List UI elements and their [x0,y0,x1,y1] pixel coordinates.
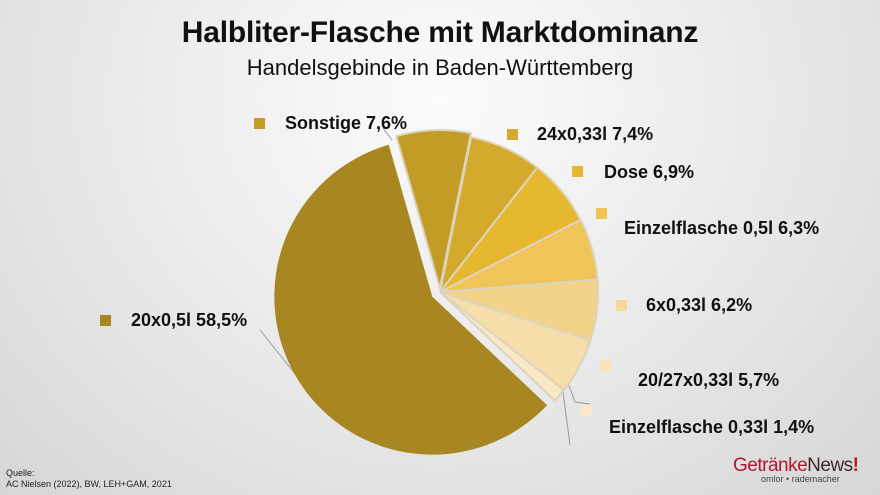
label-20-27x033: 20/27x0,33l 5,7% [638,370,780,390]
legend-swatch-6x033 [616,300,627,311]
logo-part2: News [807,455,853,476]
label-einzel-033: Einzelflasche 0,33l 1,4% [609,417,815,437]
source-label: Quelle: [6,468,35,478]
source-text: AC Nielsen (2022), BW, LEH+GAM, 2021 [6,479,172,489]
legend-swatch-sonstige [254,118,265,129]
chart-subtitle: Handelsgebinde in Baden-Württemberg [246,55,634,80]
label-6x033: 6x0,33l 6,2% [646,295,753,315]
legend-swatch-20x05 [100,315,111,326]
legend-swatch-20-27x033 [600,360,611,371]
getraenkenews-logo: GetränkeNews! omlor • rademacher [733,455,859,484]
label-dose: Dose 6,9% [604,162,695,182]
label-24x033: 24x0,33l 7,4% [537,124,654,144]
leader-line [382,127,393,141]
logo-tagline-b: rademacher [791,474,840,484]
leader-line [567,382,591,405]
label-einzel-05: Einzelflasche 0,5l 6,3% [624,218,820,238]
label-sonstige: Sonstige 7,6% [285,113,408,133]
source-note: Quelle: AC Nielsen (2022), BW, LEH+GAM, … [6,468,172,490]
legend-swatch-dose [572,166,583,177]
legend-swatch-einzel-05 [596,208,607,219]
logo-part1: Getränke [733,455,808,476]
chart-title: Halbliter-Flasche mit Marktdominanz [181,16,699,49]
pie-slice-einzelflasche-0-33l [439,291,566,402]
logo-exclamation: ! [852,455,859,476]
logo-tagline-a: omlor [761,474,784,484]
pie-slice-sonstige [395,129,473,289]
legend-swatch-einzel-033 [581,405,592,416]
pie-slice-20x0-5l [274,144,548,455]
logo-tagline-sep: • [786,474,790,484]
label-20x05: 20x0,5l 58,5% [131,310,248,330]
legend-swatch-24x033 [507,129,518,140]
leader-line [562,391,571,446]
